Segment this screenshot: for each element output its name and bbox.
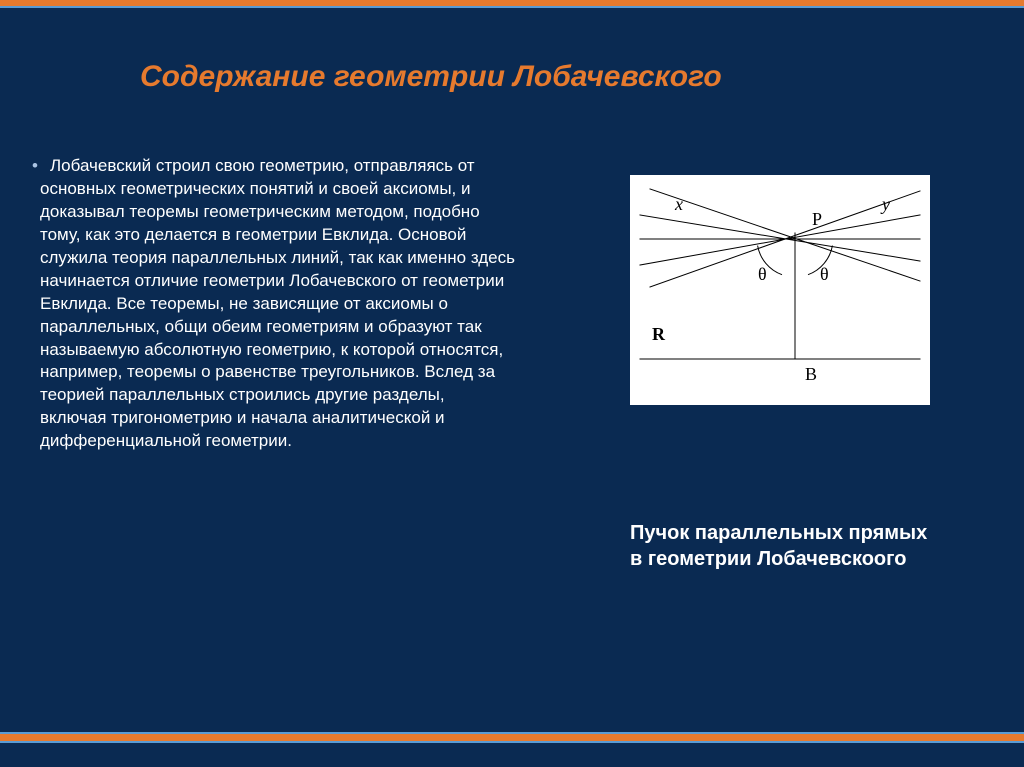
body-paragraph: Лобачевский строил свою геометрию, отпра…: [40, 155, 515, 453]
svg-text:B: B: [805, 364, 817, 384]
svg-text:θ: θ: [820, 264, 829, 284]
svg-text:y: y: [880, 194, 890, 214]
top-divider-line: [0, 6, 1024, 8]
figure-svg: x y Pθ θ R B: [630, 175, 930, 405]
parallel-lines-figure: x y Pθ θ R B: [630, 175, 930, 405]
svg-text:x: x: [674, 194, 683, 214]
bottom-accent-bar: [0, 734, 1024, 741]
body-text-block: Лобачевский строил свою геометрию, отпра…: [40, 155, 515, 453]
svg-text:R: R: [652, 324, 666, 344]
svg-text:θ: θ: [758, 264, 767, 284]
slide-title: Содержание геометрии Лобачевского: [140, 60, 722, 94]
svg-text:P: P: [812, 209, 822, 229]
bottom-divider-line-bottom: [0, 741, 1024, 743]
figure-caption: Пучок параллельных прямых в геометрии Ло…: [630, 520, 940, 572]
